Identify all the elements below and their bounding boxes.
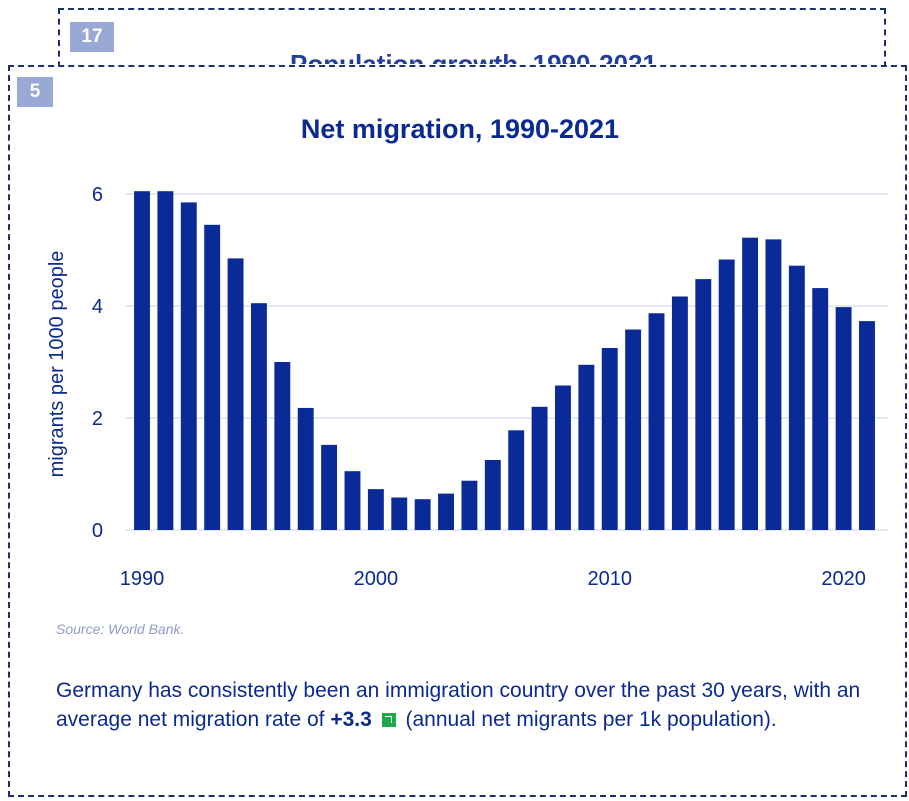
bar-2004 [461,480,478,530]
source-note: Source: World Bank. [56,621,185,637]
bar-2006 [508,430,525,530]
back-panel-title: Population growth, 1990-2021 [290,50,657,64]
bar-2003 [438,493,454,530]
chart-bars [134,191,875,531]
x-tick-label: 2010 [587,568,632,590]
bar-2009 [578,364,595,530]
chart-title: Net migration, 1990-2021 [300,114,620,144]
bar-2021 [859,321,875,530]
y-tick-label: 6 [92,184,103,206]
y-axis-label: migrants per 1000 people [46,251,68,478]
summary-caption: Germany has consistently been an immigra… [56,676,876,734]
bar-2012 [648,313,665,530]
bar-2001 [391,497,408,530]
bar-1997 [297,407,314,530]
trend-up-icon [381,713,396,727]
y-tick-label: 2 [92,408,103,430]
bar-1995 [250,303,267,530]
back-panel-badge: 17 [70,22,114,52]
bar-2018 [788,265,805,530]
bar-2005 [484,460,501,530]
x-tick-label: 2020 [821,568,866,590]
bar-2016 [742,237,759,530]
y-tick-label: 4 [92,296,103,318]
bar-2010 [601,348,618,530]
bar-2015 [718,259,735,530]
bar-1994 [227,258,244,530]
bar-2008 [555,385,571,530]
caption-text-1: Germany has consistently been an immigra… [56,679,861,731]
y-tick-label: 0 [92,520,103,542]
y-tick-labels: 0 2 4 6 [92,184,103,542]
bar-2011 [625,329,642,530]
front-panel-badge: 5 [17,77,53,107]
bar-2019 [812,288,829,530]
bar-1992 [180,202,197,530]
bar-1999 [344,471,361,530]
bar-2020 [835,307,852,530]
bar-2013 [671,296,688,530]
bar-2007 [531,406,548,530]
bar-2002 [414,499,431,530]
caption-value: +3.3 [330,708,372,731]
bar-1991 [157,191,174,530]
bar-1993 [204,224,221,531]
bar-2000 [367,489,384,530]
x-tick-label: 2000 [354,568,399,590]
x-tick-labels: 1990 2000 2010 2020 [120,568,866,590]
bar-2014 [695,279,712,530]
bar-1996 [274,362,291,530]
bar-1990 [134,191,150,530]
caption-text-2: (annual net migrants per 1k population). [405,708,777,731]
x-tick-label: 1990 [120,568,165,590]
bar-2017 [765,239,782,531]
bar-1998 [321,444,338,530]
